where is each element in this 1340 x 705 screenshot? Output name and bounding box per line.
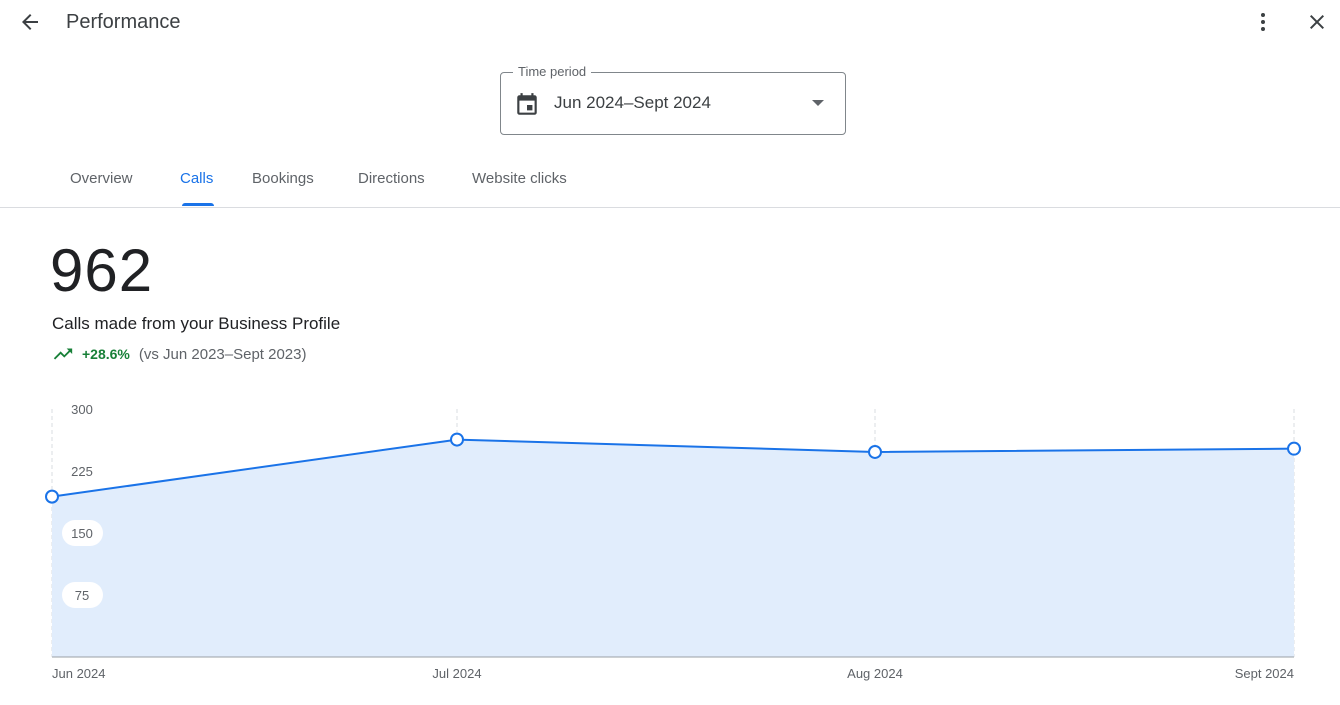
x-tick-label: Sept 2024	[1235, 666, 1294, 681]
tab-overview[interactable]: Overview	[70, 170, 133, 187]
page-title: Performance	[66, 11, 181, 33]
data-point	[868, 444, 882, 459]
tab-directions[interactable]: Directions	[358, 170, 425, 187]
calls-chart: 75 150 225 300 Jun 2024 Jul 2024 Aug 2024 Sept …	[45, 402, 1301, 681]
y-tick-label: 300	[71, 402, 93, 417]
data-point	[1287, 441, 1301, 456]
y-tick-label: 75	[75, 588, 89, 603]
more-options-button[interactable]	[1245, 4, 1281, 40]
more-vert-icon	[1261, 13, 1265, 31]
area-fill	[52, 439, 1294, 657]
arrow-back-icon	[22, 14, 38, 30]
data-point	[45, 489, 59, 504]
trend-summary: +28.6% (vs Jun 2023–Sept 2023)	[52, 344, 307, 364]
tab-calls[interactable]: Calls	[180, 170, 214, 187]
y-tick-bg-150	[62, 520, 103, 546]
x-tick-label: Jul 2024	[432, 666, 481, 681]
app-header: Performance	[0, 0, 1340, 46]
trend-percent: +28.6%	[82, 346, 130, 362]
trend-comparison: (vs Jun 2023–Sept 2023)	[138, 345, 307, 363]
total-calls-value: 962	[50, 237, 154, 304]
time-period-label: Time period	[513, 64, 592, 79]
metric-description: Calls made from your Business Profile	[52, 314, 341, 333]
time-period-select[interactable]: Time period Jun 2024–Sept 2024	[500, 64, 846, 135]
tab-bookings[interactable]: Bookings	[252, 170, 314, 187]
calendar-icon	[517, 93, 537, 115]
data-point	[450, 432, 464, 447]
y-tick-label: 225	[71, 464, 93, 479]
active-tab-indicator	[182, 203, 214, 206]
tab-website-clicks[interactable]: Website clicks	[472, 170, 567, 187]
y-tick-label: 150	[71, 526, 93, 541]
metric-tabs: Overview Calls Bookings Directions Websi…	[0, 158, 1340, 208]
time-period-value: Jun 2024–Sept 2024	[554, 93, 711, 112]
x-tick-label: Jun 2024	[52, 666, 106, 681]
close-button[interactable]	[1299, 4, 1335, 40]
x-tick-label: Aug 2024	[847, 666, 903, 681]
trending-up-icon	[53, 348, 73, 360]
series-line	[51, 438, 1295, 498]
y-tick-bg-75	[62, 582, 103, 608]
close-icon	[1310, 15, 1324, 29]
dropdown-arrow-icon	[812, 100, 824, 106]
back-button[interactable]	[12, 4, 48, 40]
